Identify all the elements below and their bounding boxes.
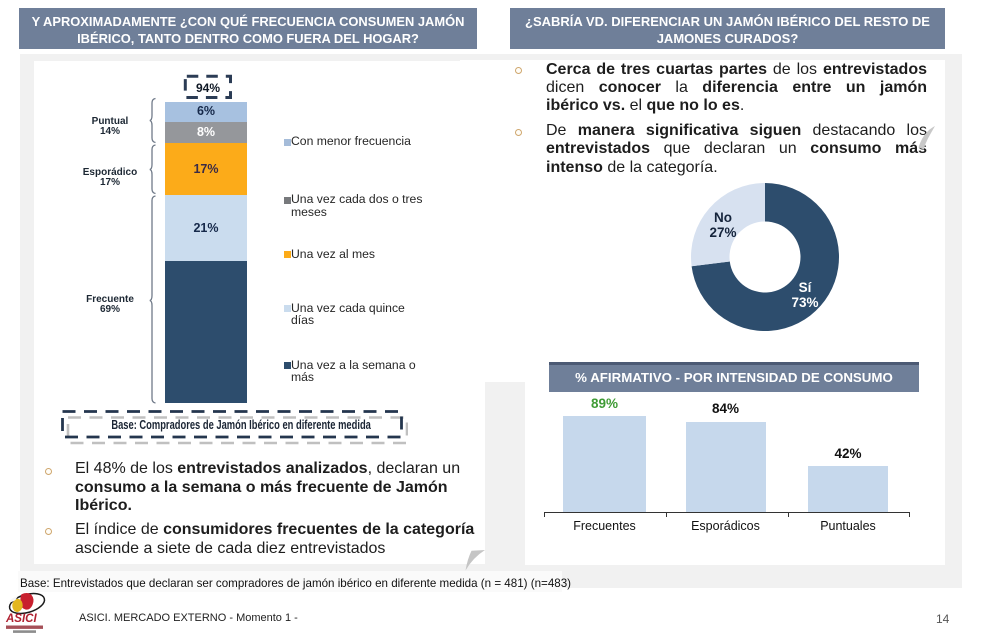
svg-text:ASICI: ASICI xyxy=(5,613,37,625)
